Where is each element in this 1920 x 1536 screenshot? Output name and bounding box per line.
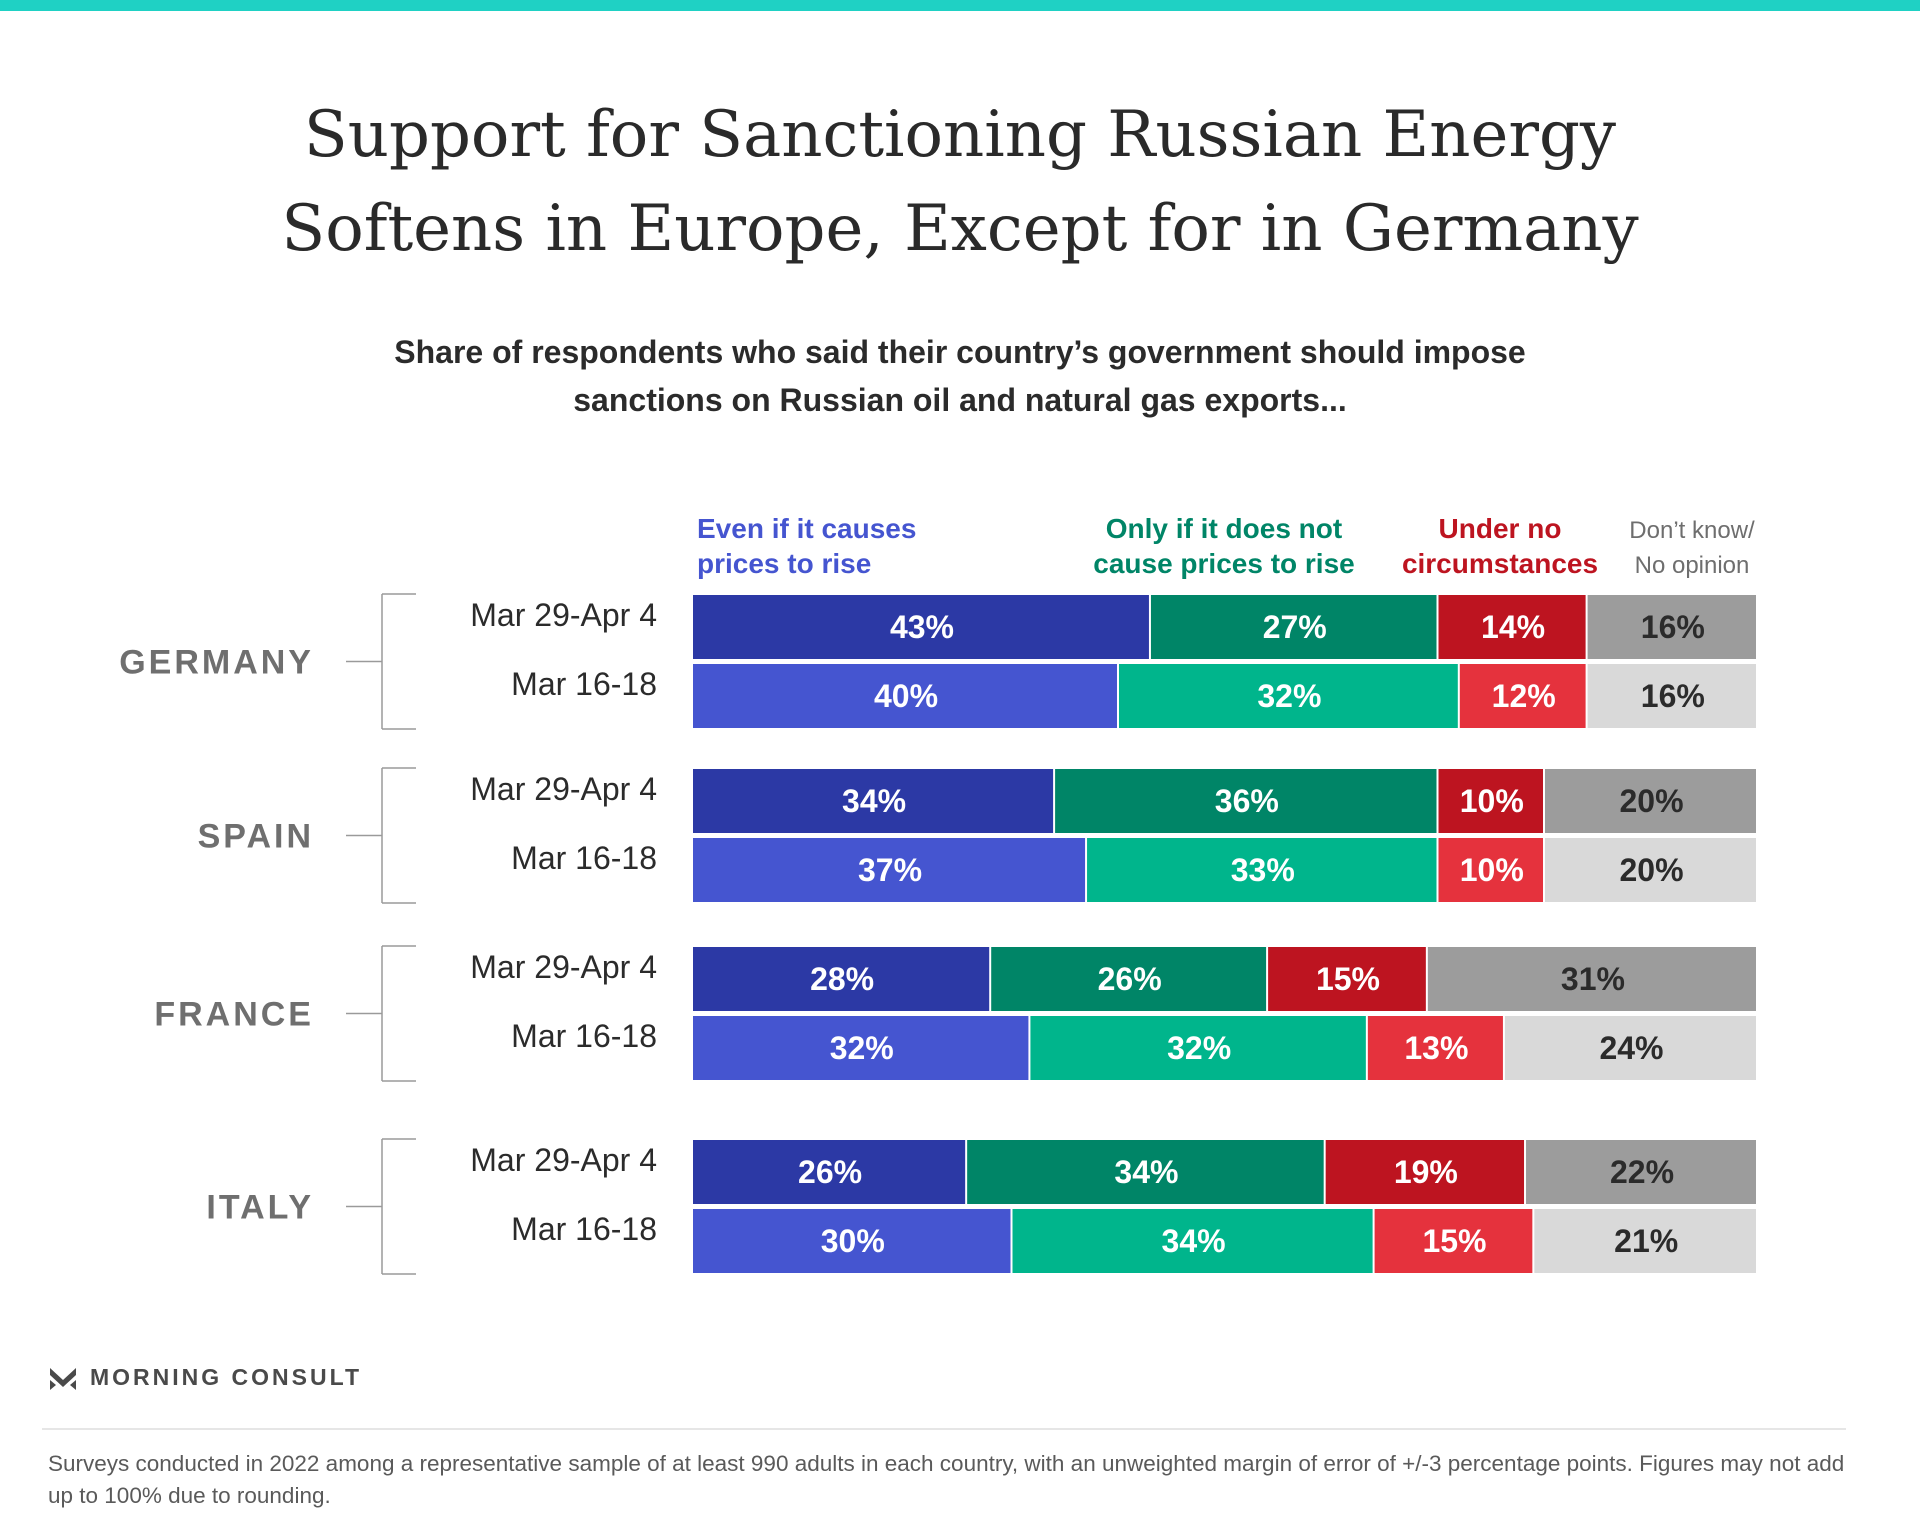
country-label-france: FRANCE bbox=[154, 996, 314, 1034]
brand-name: MORNING CONSULT bbox=[90, 1364, 363, 1390]
bar-segment-germany-recent-even-if-prices-rise bbox=[693, 595, 1149, 659]
data-label-germany-recent-even-if-prices-rise: 43% bbox=[890, 609, 954, 645]
legend-label-even-if-prices-rise-line-1: Even if it causes bbox=[697, 513, 916, 544]
chart-subtitle-line-1: Share of respondents who said their coun… bbox=[394, 334, 1526, 370]
period-label-spain-earlier: Mar 16-18 bbox=[511, 840, 657, 876]
bar-segment-italy-earlier-even-if-prices-rise bbox=[693, 1209, 1011, 1273]
country-label-italy: ITALY bbox=[206, 1189, 314, 1227]
legend-label-dont-know-line-2: No opinion bbox=[1635, 552, 1750, 579]
data-label-italy-recent-under-no-circumstances: 19% bbox=[1394, 1154, 1458, 1190]
data-label-spain-recent-only-if-no-price-rise: 36% bbox=[1215, 783, 1279, 819]
data-label-spain-earlier-dont-know: 20% bbox=[1619, 852, 1683, 888]
period-label-spain-recent: Mar 29-Apr 4 bbox=[470, 771, 657, 807]
bar-segment-germany-earlier-dont-know bbox=[1587, 664, 1756, 728]
data-label-spain-earlier-even-if-prices-rise: 37% bbox=[858, 852, 922, 888]
bar-segment-spain-earlier-even-if-prices-rise bbox=[693, 838, 1086, 902]
chart-title: Support for Sanctioning Russian Energy S… bbox=[0, 88, 1920, 276]
bar-segment-germany-recent-dont-know bbox=[1587, 595, 1756, 659]
brand-logo: MORNING CONSULT bbox=[48, 1364, 362, 1391]
data-label-spain-recent-even-if-prices-rise: 34% bbox=[842, 783, 906, 819]
bar-segment-italy-recent-only-if-no-price-rise bbox=[967, 1140, 1324, 1204]
data-label-germany-recent-only-if-no-price-rise: 27% bbox=[1263, 609, 1327, 645]
chart-title-line-1: Support for Sanctioning Russian Energy bbox=[303, 98, 1617, 172]
legend-label-under-no-circumstances-line-2: circumstances bbox=[1402, 548, 1598, 579]
data-label-italy-recent-dont-know: 22% bbox=[1610, 1154, 1674, 1190]
chart-title-line-2: Softens in Europe, Except for in Germany bbox=[281, 192, 1639, 266]
period-label-germany-recent: Mar 29-Apr 4 bbox=[470, 597, 657, 633]
bar-segment-spain-earlier-only-if-no-price-rise bbox=[1087, 838, 1437, 902]
data-label-italy-earlier-even-if-prices-rise: 30% bbox=[821, 1223, 885, 1259]
bar-segment-spain-earlier-dont-know bbox=[1545, 838, 1756, 902]
data-label-france-earlier-under-no-circumstances: 13% bbox=[1404, 1030, 1468, 1066]
bar-segment-germany-recent-under-no-circumstances bbox=[1438, 595, 1586, 659]
bar-segment-spain-recent-dont-know bbox=[1545, 769, 1756, 833]
data-label-france-recent-only-if-no-price-rise: 26% bbox=[1098, 961, 1162, 997]
bar-segment-france-recent-under-no-circumstances bbox=[1268, 947, 1426, 1011]
bar-segment-germany-earlier-even-if-prices-rise bbox=[693, 664, 1117, 728]
data-label-italy-earlier-under-no-circumstances: 15% bbox=[1422, 1223, 1486, 1259]
bar-segment-france-recent-only-if-no-price-rise bbox=[991, 947, 1267, 1011]
bar-segment-germany-recent-only-if-no-price-rise bbox=[1150, 595, 1437, 659]
data-label-italy-earlier-dont-know: 21% bbox=[1614, 1223, 1678, 1259]
legend-label-only-if-no-price-rise-line-2: cause prices to rise bbox=[1093, 548, 1354, 579]
period-label-germany-earlier: Mar 16-18 bbox=[511, 666, 657, 702]
data-label-germany-recent-dont-know: 16% bbox=[1641, 609, 1705, 645]
data-label-italy-recent-even-if-prices-rise: 26% bbox=[798, 1154, 862, 1190]
bar-segment-france-recent-even-if-prices-rise bbox=[693, 947, 990, 1011]
bar-segment-italy-recent-dont-know bbox=[1526, 1140, 1756, 1204]
bar-segment-spain-earlier-under-no-circumstances bbox=[1438, 838, 1543, 902]
data-label-italy-recent-only-if-no-price-rise: 34% bbox=[1114, 1154, 1178, 1190]
data-label-germany-recent-under-no-circumstances: 14% bbox=[1481, 609, 1545, 645]
bar-segment-italy-recent-under-no-circumstances bbox=[1325, 1140, 1525, 1204]
period-label-italy-earlier: Mar 16-18 bbox=[511, 1211, 657, 1247]
legend-label-only-if-no-price-rise-line-1: Only if it does not bbox=[1106, 513, 1342, 544]
country-label-spain: SPAIN bbox=[198, 818, 314, 856]
period-label-france-earlier: Mar 16-18 bbox=[511, 1018, 657, 1054]
data-label-germany-earlier-dont-know: 16% bbox=[1641, 678, 1705, 714]
bar-segment-france-earlier-even-if-prices-rise bbox=[693, 1016, 1029, 1080]
data-label-france-recent-dont-know: 31% bbox=[1561, 961, 1625, 997]
data-label-france-recent-even-if-prices-rise: 28% bbox=[810, 961, 874, 997]
data-label-germany-earlier-only-if-no-price-rise: 32% bbox=[1257, 678, 1321, 714]
bar-segment-france-earlier-under-no-circumstances bbox=[1367, 1016, 1503, 1080]
legend-label-even-if-prices-rise-line-2: prices to rise bbox=[697, 548, 871, 579]
bar-segment-germany-earlier-under-no-circumstances bbox=[1459, 664, 1586, 728]
period-label-italy-recent: Mar 29-Apr 4 bbox=[470, 1142, 657, 1178]
data-label-germany-earlier-under-no-circumstances: 12% bbox=[1492, 678, 1556, 714]
bar-segment-italy-earlier-under-no-circumstances bbox=[1374, 1209, 1533, 1273]
data-label-spain-earlier-under-no-circumstances: 10% bbox=[1460, 852, 1524, 888]
bar-segment-france-earlier-dont-know bbox=[1504, 1016, 1756, 1080]
bar-segment-france-recent-dont-know bbox=[1427, 947, 1756, 1011]
legend-label-dont-know-line-1: Don’t know/ bbox=[1629, 517, 1755, 544]
bar-segment-italy-recent-even-if-prices-rise bbox=[693, 1140, 966, 1204]
chart-subtitle-line-2: sanctions on Russian oil and natural gas… bbox=[573, 382, 1347, 418]
bar-segment-germany-earlier-only-if-no-price-rise bbox=[1119, 664, 1458, 728]
legend-label-under-no-circumstances-line-1: Under no bbox=[1439, 513, 1562, 544]
bar-segment-france-earlier-only-if-no-price-rise bbox=[1030, 1016, 1366, 1080]
morning-consult-m-icon bbox=[50, 1367, 76, 1390]
bar-segment-spain-recent-even-if-prices-rise bbox=[693, 769, 1054, 833]
bar-segment-spain-recent-under-no-circumstances bbox=[1438, 769, 1543, 833]
footer-divider bbox=[42, 1428, 1846, 1430]
data-label-france-earlier-only-if-no-price-rise: 32% bbox=[1167, 1030, 1231, 1066]
bar-segment-italy-earlier-dont-know bbox=[1534, 1209, 1756, 1273]
bar-segment-italy-earlier-only-if-no-price-rise bbox=[1012, 1209, 1373, 1273]
data-label-italy-earlier-only-if-no-price-rise: 34% bbox=[1162, 1223, 1226, 1259]
data-label-spain-recent-dont-know: 20% bbox=[1619, 783, 1683, 819]
top-accent-bar bbox=[0, 0, 1920, 11]
data-label-france-earlier-even-if-prices-rise: 32% bbox=[830, 1030, 894, 1066]
footnote: Surveys conducted in 2022 among a repres… bbox=[48, 1451, 1845, 1508]
country-label-germany: GERMANY bbox=[119, 644, 314, 682]
data-label-spain-earlier-only-if-no-price-rise: 33% bbox=[1231, 852, 1295, 888]
data-label-france-earlier-dont-know: 24% bbox=[1599, 1030, 1663, 1066]
data-label-spain-recent-under-no-circumstances: 10% bbox=[1460, 783, 1524, 819]
period-label-france-recent: Mar 29-Apr 4 bbox=[470, 949, 657, 985]
bar-segment-spain-recent-only-if-no-price-rise bbox=[1055, 769, 1437, 833]
stacked-bar-chart: Even if it causes prices to rise Only if i… bbox=[119, 513, 1756, 1275]
data-label-germany-earlier-even-if-prices-rise: 40% bbox=[874, 678, 938, 714]
data-label-france-recent-under-no-circumstances: 15% bbox=[1316, 961, 1380, 997]
chart-subtitle: Share of respondents who said their coun… bbox=[0, 328, 1920, 424]
